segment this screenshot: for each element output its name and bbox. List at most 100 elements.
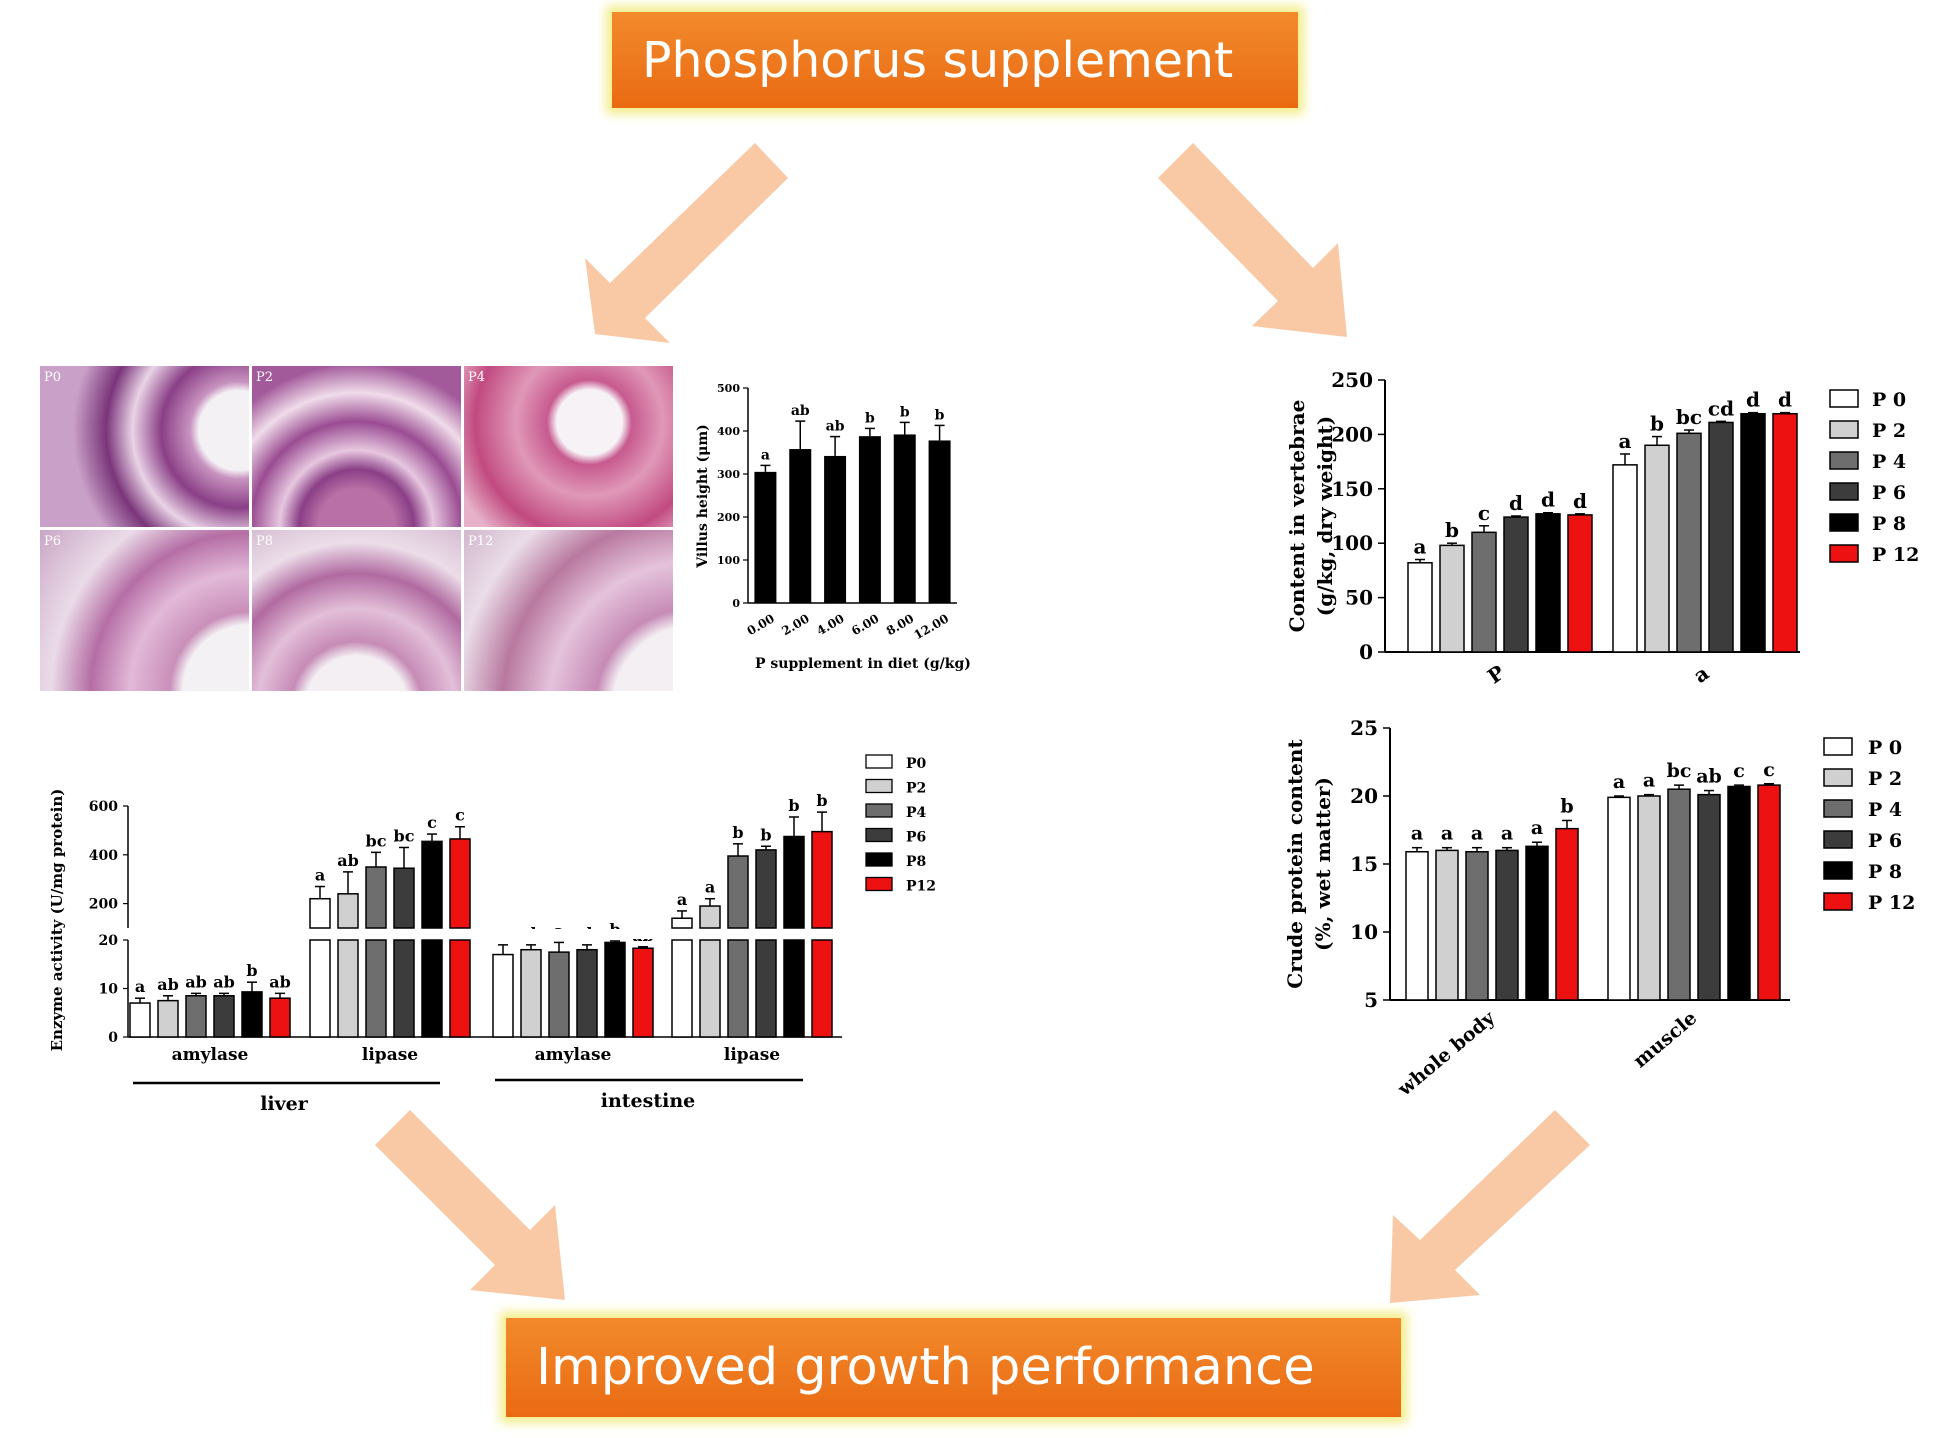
significance-letter: c [455, 806, 465, 825]
enzyme-bar [213, 995, 235, 1038]
histology-panel: P0 [40, 366, 249, 527]
x-tick-label: 0.00 [745, 611, 777, 638]
histology-panel-label: P2 [256, 370, 274, 385]
legend-swatch [1829, 482, 1859, 501]
x-tick-label: 12.00 [912, 611, 952, 642]
significance-letter: b [1560, 795, 1573, 817]
legend-swatch [1823, 768, 1853, 787]
bottom-banner: Improved growth performance [506, 1318, 1401, 1417]
significance-letter: a [705, 878, 715, 897]
vertebrae-bar [1471, 531, 1497, 653]
significance-letter: a [315, 866, 325, 885]
significance-letter: cd [1708, 396, 1734, 420]
arrow-top-right [1158, 143, 1347, 337]
group-label: a [1689, 661, 1713, 688]
group-label: whole body [1393, 1006, 1500, 1101]
legend-label: P2 [906, 781, 926, 797]
protein-bar [1555, 827, 1579, 1001]
enzyme-bar-upper [449, 838, 471, 929]
legend-label: P 8 [1872, 513, 1906, 535]
legend-swatch [1823, 799, 1853, 818]
histology-panel-label: P12 [468, 534, 494, 549]
enzyme-bar-lower [365, 939, 387, 1038]
legend-swatch [865, 852, 893, 867]
enzyme-bar [604, 941, 626, 1038]
histology-panel-label: P6 [44, 534, 62, 549]
protein-bar [1465, 851, 1489, 1001]
y-tick-label: 250 [1331, 368, 1373, 392]
group-label: lipase [724, 1045, 780, 1065]
group-label: lipase [362, 1045, 418, 1065]
legend-label: P 12 [1872, 544, 1919, 566]
legend-label: P 2 [1872, 420, 1906, 442]
protein-bar [1727, 785, 1751, 1001]
significance-letter: c [1733, 760, 1745, 782]
group-label: amylase [172, 1045, 249, 1065]
enzyme-bar-lower [421, 939, 443, 1038]
enzyme-bar-upper [755, 849, 777, 929]
legend-label: P 2 [1868, 768, 1902, 790]
protein-bar [1607, 796, 1631, 1001]
enzyme-bar-upper [783, 835, 805, 929]
enzyme-bar-upper [699, 905, 721, 929]
arrow-top-left [585, 143, 788, 343]
y-tick-label: 200 [717, 511, 740, 524]
legend-label: P 0 [1868, 737, 1902, 759]
y-axis-label: Content in vertebrae [1285, 400, 1309, 633]
histology-panel: P6 [40, 530, 249, 691]
y-tick-label: 0 [108, 1030, 118, 1046]
histology-panel-label: P8 [256, 534, 274, 549]
legend-label: P 0 [1872, 389, 1906, 411]
enzyme-bar-upper [393, 867, 415, 929]
significance-letter: b [760, 825, 771, 844]
significance-letter: d [1541, 488, 1555, 512]
y-axis-label: Enzyme activity (U/mg protein) [48, 789, 66, 1052]
tissue-label: intestine [601, 1090, 696, 1112]
significance-letter: a [761, 447, 770, 463]
villus-bar [824, 455, 847, 603]
arrow-bottom-right [1390, 1110, 1590, 1303]
legend-swatch [865, 778, 893, 794]
protein-bar [1405, 851, 1429, 1001]
legend-swatch [1823, 892, 1853, 911]
y-tick-label: 100 [717, 554, 740, 567]
enzyme-bar-lower [671, 939, 693, 1038]
significance-letter: ab [185, 972, 207, 991]
y-tick-label: 20 [1350, 784, 1378, 808]
significance-letter: ab [1696, 766, 1722, 788]
vertebrae-bar [1535, 513, 1561, 653]
significance-letter: d [1778, 388, 1792, 412]
enzyme-bar-lower [727, 939, 749, 1038]
significance-letter: bc [394, 826, 415, 845]
legend-swatch [1823, 737, 1853, 756]
significance-letter: a [1613, 771, 1625, 793]
legend-swatch [1823, 861, 1853, 880]
significance-letter: b [1650, 412, 1664, 436]
tissue-label: liver [260, 1093, 309, 1115]
significance-letter: a [135, 977, 145, 996]
y-tick-label: 200 [1331, 422, 1373, 446]
villus-bar [858, 436, 881, 603]
vertebrae-bar [1439, 544, 1465, 653]
villus-bar [928, 440, 951, 603]
enzyme-bar-upper [365, 866, 387, 929]
significance-letter: bc [366, 831, 387, 850]
significance-letter: a [1441, 823, 1453, 845]
significance-letter: d [1573, 489, 1587, 513]
legend-label: P 6 [1868, 830, 1902, 852]
legend-swatch [1823, 830, 1853, 849]
significance-letter: ab [337, 851, 359, 870]
enzyme-bar [129, 1002, 151, 1038]
y-tick-label: 20 [99, 933, 119, 949]
top-banner: Phosphorus supplement [612, 12, 1298, 108]
significance-letter: a [1471, 823, 1483, 845]
enzyme-bar-lower [309, 939, 331, 1038]
significance-letter: d [1746, 388, 1760, 412]
histology-panel: P4 [464, 366, 673, 527]
villus-bar [893, 434, 916, 603]
legend-label: P 4 [1872, 451, 1906, 473]
significance-letter: b [732, 823, 743, 842]
